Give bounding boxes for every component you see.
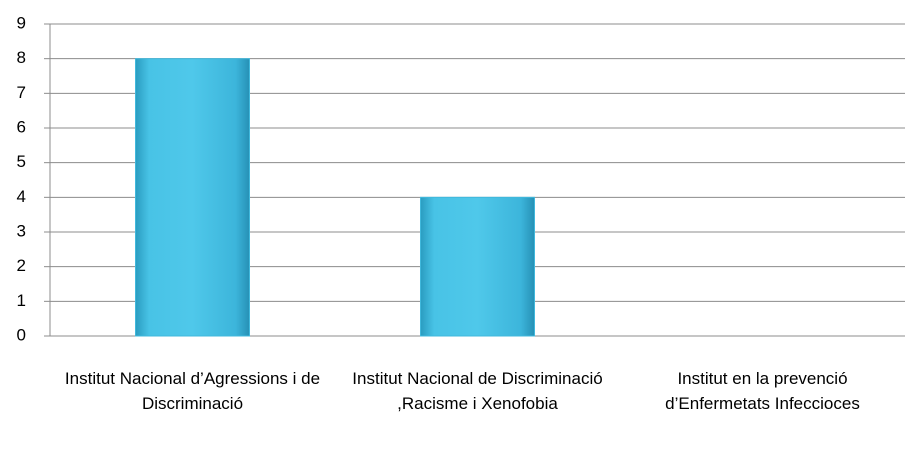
x-tick-label: Institut Nacional de Discriminació ,Raci… <box>352 369 603 413</box>
y-tick-label: 8 <box>17 48 26 67</box>
y-tick-label: 2 <box>17 256 26 275</box>
y-tick-label: 1 <box>17 291 26 310</box>
x-tick-label: Institut Nacional d’Agressions i de Disc… <box>64 369 321 413</box>
y-tick-label: 7 <box>17 83 26 102</box>
y-tick-label: 9 <box>17 13 26 32</box>
y-tick-label: 4 <box>17 187 26 206</box>
y-tick-label: 5 <box>17 152 26 171</box>
y-tick-label: 0 <box>17 325 26 344</box>
y-tick-label: 6 <box>17 117 26 136</box>
y-tick-label: 3 <box>17 221 26 240</box>
bar <box>420 196 535 337</box>
x-tick-label: Institut en la prevenció d’Enfermetats I… <box>665 369 860 413</box>
bar <box>135 58 250 337</box>
